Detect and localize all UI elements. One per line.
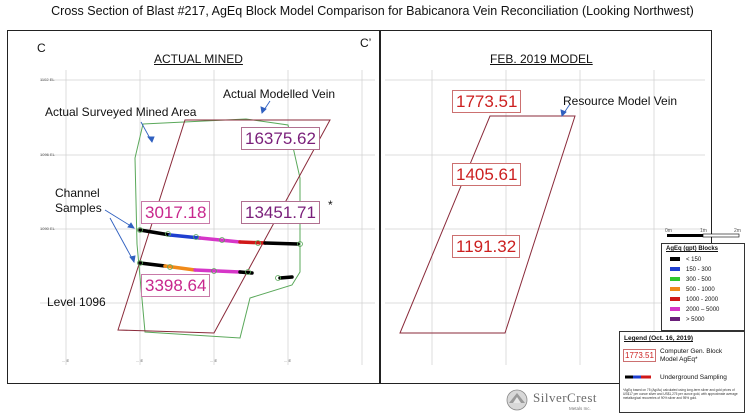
legend-item-label: < 150	[686, 257, 702, 263]
logo-name: SilverCrest	[533, 390, 597, 405]
callout-arrows	[104, 100, 571, 264]
section-corner-c: C	[37, 41, 46, 55]
legend-swatch	[670, 317, 680, 322]
main-legend: Legend (Oct. 16, 2019) 1773.51 Computer …	[619, 331, 745, 413]
legend-swatch	[670, 287, 680, 292]
block-value: 1191.32	[452, 235, 521, 258]
legend-item-label: > 5000	[686, 317, 705, 323]
legend-item: 1000 - 2000	[670, 297, 718, 304]
easting-label: ... E	[62, 358, 70, 363]
legend-item: 2000 – 5000	[670, 307, 719, 314]
surveyed-area-label: Actual Surveyed Mined Area	[45, 105, 197, 119]
surveyed-mined-area-outline	[134, 118, 301, 339]
resource-model-vein-label: Resource Model Vein	[563, 94, 678, 108]
channel-samples	[138, 228, 300, 280]
legend-swatch	[670, 277, 680, 282]
block-value: 16375.62	[241, 127, 320, 150]
modelled-vein-outline	[117, 119, 331, 334]
scale-label: 1m	[700, 228, 707, 234]
block-value: 3017.18	[141, 201, 211, 224]
legend-item: 150 - 300	[670, 267, 711, 274]
legend-item: 300 - 500	[670, 277, 711, 284]
scale-bar	[667, 233, 740, 238]
legend-item: 500 - 1000	[670, 287, 715, 294]
feb-2019-model-header: FEB. 2019 MODEL	[490, 52, 593, 66]
elevation-label: 1090 EL	[40, 226, 55, 231]
block-value: 1405.61	[452, 163, 522, 186]
legend-title: Legend (Oct. 16, 2019)	[624, 335, 693, 342]
grid-lines	[40, 70, 705, 365]
legend-item: > 5000	[670, 317, 705, 324]
logo-subtitle: Metals Inc.	[569, 406, 591, 411]
easting-label: ... E	[210, 358, 218, 363]
right-panel	[380, 30, 712, 384]
legend-swatch	[670, 257, 680, 262]
legend-sampling-text: Underground Sampling	[660, 374, 727, 381]
block-value: 13451.71	[241, 201, 320, 224]
legend-swatch	[670, 307, 680, 312]
elevation-label: 1096 EL	[40, 152, 55, 157]
scale-label: 2m	[734, 228, 741, 234]
level-label: Level 1096	[47, 295, 106, 309]
logo-mark-icon	[506, 389, 528, 411]
legend-swatch	[670, 267, 680, 272]
easting-label: ... E	[284, 358, 292, 363]
ageq-blocks-legend: AgEq (gpt) Blocks < 150 150 - 300 300 - …	[661, 243, 745, 331]
block-value: 1773.51	[452, 90, 522, 113]
actual-mined-header: ACTUAL MINED	[154, 52, 243, 66]
resource-model-vein-outline	[399, 115, 576, 334]
legend-item-label: 150 - 300	[686, 267, 712, 273]
silvercrest-logo: SilverCrest Metals Inc.	[505, 386, 615, 416]
legend-item-label: 2000 – 5000	[686, 307, 720, 313]
channel-samples-label: Channel Samples	[55, 186, 102, 215]
ageq-legend-title: AgEq (gpt) Blocks	[666, 246, 718, 252]
section-corner-c-prime: C’	[360, 36, 372, 50]
legend-item-label: 1000 - 2000	[686, 297, 719, 303]
easting-label: ... E	[136, 358, 144, 363]
legend-sample-value: 1773.51	[623, 349, 656, 362]
legend-item-label: 500 - 1000	[686, 287, 715, 293]
sample-markers	[137, 227, 303, 281]
legend-swatch	[670, 297, 680, 302]
block-value: 3398.64	[141, 274, 211, 297]
figure-title: Cross Section of Blast #217, AgEq Block …	[51, 4, 694, 18]
block-note-asterisk: *	[328, 198, 333, 212]
legend-item: < 150	[670, 257, 701, 264]
legend-block-text: Computer Gen. Block Model AgEq*	[660, 348, 723, 363]
elevation-label: 1102 EL	[40, 77, 55, 82]
scale-label: 0m	[665, 228, 672, 234]
legend-item-label: 300 - 500	[686, 277, 712, 283]
legend-footnote: *AgEq based on 75 (Ag/Au) calculated usi…	[623, 388, 738, 400]
legend-sampling-line	[625, 375, 651, 379]
modelled-vein-label: Actual Modelled Vein	[223, 87, 336, 101]
